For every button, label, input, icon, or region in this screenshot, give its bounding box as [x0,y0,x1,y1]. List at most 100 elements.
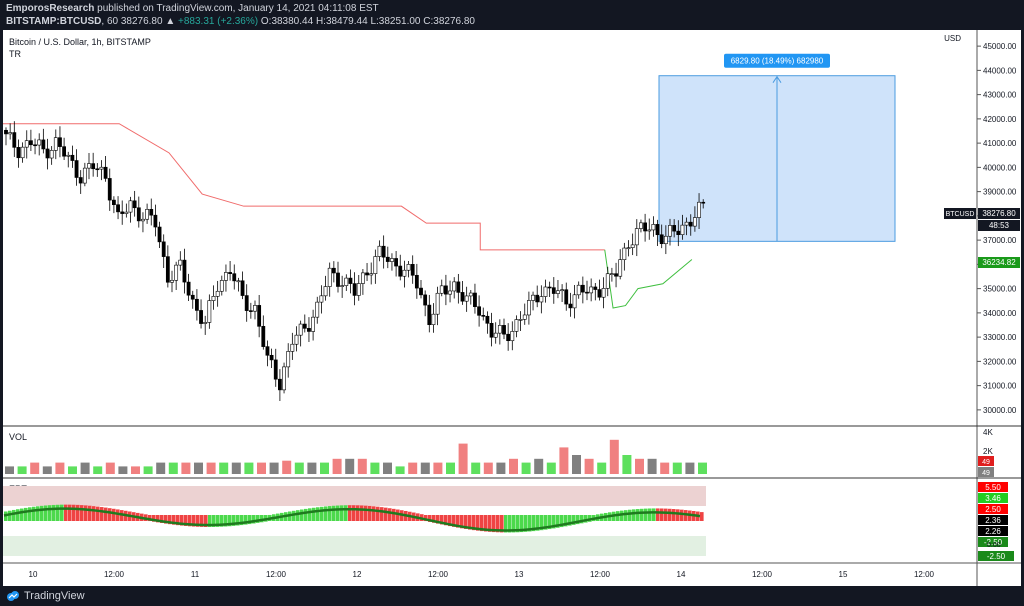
ert-bar [304,508,308,521]
publish-info: published on TradingView.com, January 14… [97,3,379,14]
candle-down [12,132,17,148]
ert-tag-bg [978,551,1014,561]
tradingview-logo[interactable]: TradingView [6,589,85,603]
candle-down [157,226,162,243]
ert-bar [152,515,156,522]
candle-up [518,319,523,321]
candle-up [87,163,91,169]
candle-up [236,280,241,283]
candle-down [502,325,506,335]
candle-down [381,245,386,258]
ert-bar [624,510,628,521]
ert-tag-bg [978,493,1008,503]
ert-bar [620,510,624,521]
candle-up [647,229,652,232]
interval-value: 60 [106,16,119,27]
ert-bar [160,515,164,524]
ert-bar [180,515,184,526]
candle-down [414,274,419,289]
time-tick-label: 13 [515,570,524,579]
candle-up [356,283,361,296]
vol-label: VOL [9,432,27,442]
ert-tag-bg [978,526,1008,536]
price-tick-label: 30000.00 [983,406,1017,415]
volume-bar [521,462,531,474]
time-tick-label: 12:00 [104,570,125,579]
publish-line: EmporosResearch published on TradingView… [6,3,379,14]
candle-up [24,140,29,148]
candle-down [477,306,482,316]
chart-area[interactable]: 6829.80 (18.49%) 682980 45000.00 44000.00… [3,30,1021,586]
ert-bar [156,515,160,523]
measure-arrow-head [772,75,782,83]
ert-bar [664,508,668,521]
candle-down [132,200,137,209]
volume-bar [635,458,644,474]
candle-down [394,258,399,267]
ert-bar [216,515,220,527]
ert-tick-zero: 0.00 [987,542,1001,549]
price-tick-label: 39000.00 [983,188,1017,197]
ert-bar [672,509,676,521]
candle-down [91,163,96,170]
ert-bar [656,508,660,521]
ert-bar [204,515,208,527]
candle-down [62,146,67,157]
candle-up [99,166,104,170]
candle-up [622,247,627,260]
price-range-tool[interactable]: 6829.80 (18.49%) 682980 [658,53,896,242]
price-tick-label: 34000.00 [983,309,1017,318]
candle-up [286,351,291,368]
ert-bar [380,507,384,521]
candle-down [199,310,203,324]
volume-bar [307,462,317,474]
ert-bar [324,506,328,521]
ohlc-line: BITSTAMP:BTCUSD, 60 38276.80 ▲ +883.31 (… [6,16,475,27]
ert-bar [348,505,352,521]
volume-bars [5,439,707,474]
ert-tag-bg [978,537,1008,547]
ert-bar [648,508,652,521]
ert-bar [660,508,664,521]
price-tick-label: 37000.00 [983,236,1017,245]
time-tick-label: 12:00 [590,570,611,579]
volume-bar [395,466,405,474]
volume-bar [156,462,166,474]
chart-title: Bitcoin / U.S. Dollar, 1h, BITSTAMP [9,37,151,47]
volume-bar [446,462,455,474]
ert-bar [188,515,192,527]
candle-down [161,241,166,257]
ert-bar [220,515,224,527]
ert-tag: 2.26 [985,527,1001,536]
candle-up [315,301,320,318]
ert-tag-bg [978,504,1008,514]
volume-bar [93,466,103,474]
time-axis[interactable]: 10 12:00 11 12:00 12 12:00 13 12:00 14 12:00 15 12:… [29,570,935,579]
ert-bar [500,515,504,533]
candle-up [8,132,13,135]
symbol-name[interactable]: BITSTAMP:BTCUSD [6,16,102,27]
ert-bar [88,505,92,521]
author-name[interactable]: EmporosResearch [6,3,95,14]
candle-down [365,272,369,276]
candle-up [207,300,212,323]
price-tag: 38276.80 [982,209,1016,218]
chart-svg[interactable]: 6829.80 (18.49%) 682980 45000.00 44000.00… [3,30,1021,586]
candle-up [141,218,145,222]
volume-bar [370,462,380,474]
ert-bar [40,505,44,521]
vol-tag-red: 49 [982,459,990,466]
ert-bar [84,505,88,521]
volume-bar [257,462,266,474]
high-value: 38479.44 [325,16,368,27]
candle-down [456,281,461,293]
candle-down [481,315,486,317]
ert-bar [352,505,356,521]
ert-bar [176,515,180,526]
ert-bar [16,509,20,521]
candle-up [373,256,378,274]
candle-down [302,323,307,329]
ert-bar [336,505,340,521]
candle-up [630,244,635,248]
ert-bar [116,509,120,521]
